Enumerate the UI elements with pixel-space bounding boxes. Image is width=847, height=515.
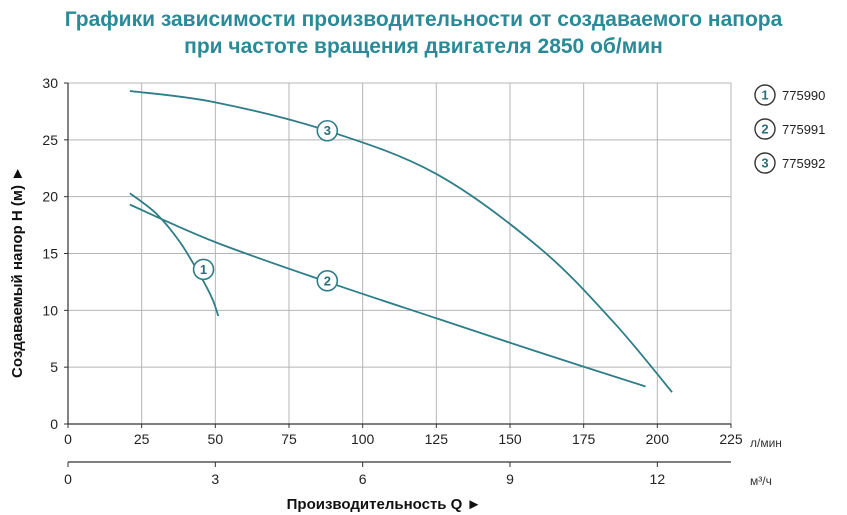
x-secondary-tick-label: 6 — [359, 471, 367, 487]
y-tick-label: 25 — [42, 132, 58, 148]
x-tick-label: 0 — [64, 431, 72, 447]
x-tick-label: 100 — [351, 431, 375, 447]
x-tick-label: 25 — [134, 431, 150, 447]
y-tick-label: 0 — [50, 416, 58, 432]
x-tick-label: 175 — [572, 431, 596, 447]
legend-marker-775992 — [754, 152, 776, 174]
series-line-775992 — [129, 90, 673, 393]
x-tick-label: 75 — [281, 431, 297, 447]
x-tick-label: 50 — [208, 431, 224, 447]
legend-marker-775991 — [754, 118, 776, 140]
x-tick-label: 125 — [425, 431, 449, 447]
series-marker-label-775990: 1 — [200, 262, 207, 277]
x-secondary-tick-label: 3 — [211, 471, 219, 487]
y-tick-label: 10 — [42, 302, 58, 318]
x-tick-label: 150 — [498, 431, 522, 447]
x-unit-secondary: м³/ч — [750, 474, 772, 488]
grid — [67, 82, 732, 425]
x-unit-primary: л/мин — [750, 436, 782, 450]
legend-entry-775990: 775990 — [782, 88, 825, 103]
series-marker-775991 — [316, 269, 339, 292]
legend-marker-775990 — [754, 84, 776, 106]
legend-entry-775991: 775991 — [782, 122, 825, 137]
series-marker-label-775991: 2 — [324, 273, 331, 288]
chart-title-block: Графики зависимости производительности о… — [0, 6, 847, 60]
series-line-775991 — [129, 203, 646, 388]
x-secondary-tick-label: 9 — [506, 471, 514, 487]
y-axis-title: Создаваемый напор H (м) ► — [9, 166, 26, 378]
y-tick-label: 20 — [42, 189, 58, 205]
x-tick-label: 200 — [646, 431, 670, 447]
legend-marker-label-775990: 1 — [761, 88, 768, 103]
series-marker-775992 — [316, 119, 339, 142]
legend-marker-label-775992: 3 — [761, 156, 768, 171]
x-secondary-tick-label: 0 — [64, 471, 72, 487]
legend: 1 775990 2 775991 3 775992 — [754, 84, 825, 174]
series-marker-label-775992: 3 — [324, 123, 331, 138]
y-tick-label: 5 — [50, 359, 58, 375]
x-axis-title: Производительность Q ► — [287, 496, 482, 513]
series-marker-775990 — [192, 258, 215, 281]
y-tick-label: 15 — [42, 246, 58, 262]
x-secondary-tick-label: 12 — [650, 471, 666, 487]
axes: 0 25 50 75 100 125 150 175 200 225 0 5 10 15 20 25 30 0 3 6… — [42, 75, 742, 487]
series-markers: 1 2 3 — [192, 119, 339, 292]
legend-marker-label-775991: 2 — [761, 122, 768, 137]
series-line-775990 — [129, 192, 220, 317]
series-lines — [129, 90, 673, 393]
chart-subtitle: при частоте вращения двигателя 2850 об/м… — [184, 35, 663, 58]
y-tick-label: 30 — [42, 75, 58, 91]
x-tick-label: 225 — [719, 431, 743, 447]
legend-entry-775992: 775992 — [782, 156, 825, 171]
chart-title: Графики зависимости производительности о… — [64, 8, 783, 31]
